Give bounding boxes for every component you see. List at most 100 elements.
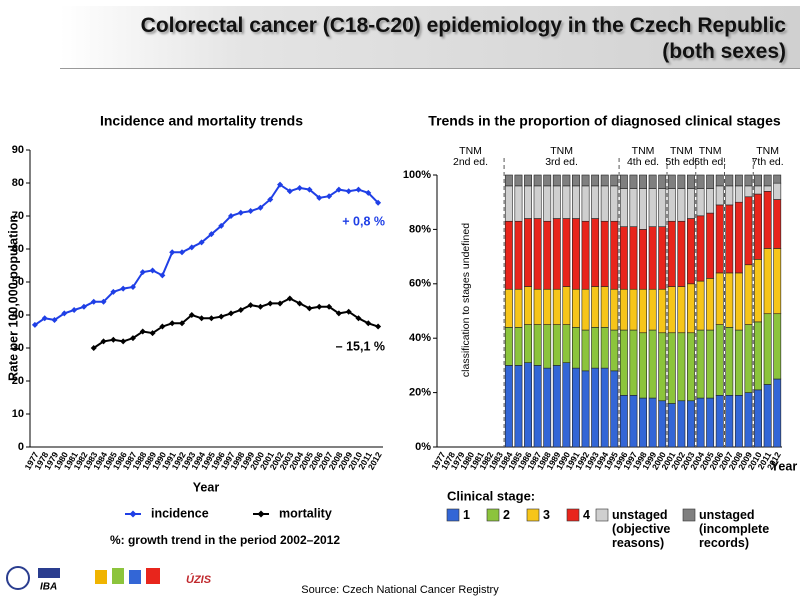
bar-segment	[543, 174, 552, 187]
edition-label: TNM 2nd ed.	[453, 145, 489, 168]
bar-segment	[744, 324, 753, 393]
bar-segment	[706, 212, 715, 279]
bar-segment	[572, 367, 580, 448]
y-tick-label: 60%	[409, 278, 431, 290]
bar-segment	[696, 329, 705, 399]
bar-segment	[734, 201, 743, 274]
x-axis-label: Year	[771, 459, 798, 473]
bar-segment	[667, 332, 676, 404]
point	[306, 305, 313, 312]
y-tick-label: 90	[12, 144, 24, 156]
bar-segment	[552, 174, 561, 187]
bar-segment	[744, 185, 753, 198]
point	[345, 308, 352, 315]
bar-segment	[715, 204, 724, 274]
y-tick-label: 0	[18, 441, 24, 453]
bar-segment	[581, 220, 590, 290]
point	[208, 315, 215, 322]
bar-segment	[773, 378, 782, 448]
bar-segment	[648, 188, 657, 227]
bar-segment	[552, 324, 561, 366]
point	[61, 310, 68, 317]
bar-segment	[687, 218, 695, 285]
bar-segment	[667, 188, 676, 222]
bar-segment	[524, 185, 532, 219]
bar-segment	[619, 188, 628, 227]
bar-segment	[619, 288, 628, 331]
bar-segment	[524, 324, 532, 363]
bar-segment	[696, 188, 705, 217]
bar-segment	[562, 185, 571, 219]
bar-segment	[514, 174, 523, 187]
point	[139, 328, 146, 335]
logo-block	[112, 568, 124, 584]
point	[218, 222, 225, 229]
bar-segment	[773, 248, 782, 315]
bar-segment	[581, 174, 590, 187]
y-tick-label: 80%	[409, 223, 431, 235]
legend-label: 4	[583, 508, 590, 522]
bar-segment	[639, 229, 647, 290]
bar-segment	[619, 329, 628, 396]
chart-title: Incidence and mortality trends	[100, 113, 303, 129]
bar-segment	[581, 329, 590, 372]
bar-segment	[658, 400, 667, 448]
bar-segment	[543, 220, 552, 290]
bar-segment	[773, 182, 782, 200]
bar-segment	[629, 226, 638, 290]
bar-segment	[533, 324, 542, 366]
point	[247, 208, 254, 215]
bar-segment	[600, 174, 609, 187]
point	[365, 320, 372, 327]
bar-segment	[562, 174, 571, 187]
point	[178, 320, 185, 327]
bar-segment	[725, 204, 734, 274]
point	[100, 338, 107, 345]
point	[120, 285, 127, 292]
bar-segment	[629, 188, 638, 227]
chart-title: Trends in the proportion of diagnosed cl…	[428, 113, 781, 129]
legend-swatch	[446, 508, 460, 522]
bar-segment	[763, 248, 772, 315]
bar-segment	[600, 367, 609, 448]
point	[218, 313, 225, 320]
bar-segment	[591, 185, 600, 219]
bar-segment	[562, 324, 571, 363]
bar-segment	[667, 286, 676, 334]
point	[296, 300, 303, 307]
bar-segment	[715, 174, 724, 187]
y-tick-label: 100%	[403, 169, 431, 181]
point	[237, 209, 244, 216]
point	[306, 186, 313, 193]
bar-segment	[706, 329, 715, 399]
bar-segment	[552, 185, 561, 219]
y-tick-label: 30	[12, 342, 24, 354]
edition-label: TNM 5th ed.	[665, 145, 698, 168]
bar-segment	[524, 286, 532, 325]
bar-segment	[591, 286, 600, 328]
point	[326, 193, 333, 200]
edition-label: TNM 7th ed.	[751, 145, 784, 168]
point	[129, 283, 136, 290]
legend-marker	[257, 510, 265, 518]
point	[110, 288, 117, 295]
bar-segment	[619, 174, 628, 189]
bar-segment	[504, 327, 513, 366]
y-axis-label: Rate per 100,000 population	[6, 215, 20, 381]
point	[316, 194, 323, 201]
point	[286, 295, 293, 302]
bar-segment	[754, 259, 762, 323]
bar-segment	[677, 400, 686, 448]
bar-segment	[552, 218, 561, 290]
bar-segment	[696, 397, 705, 448]
bar-segment	[581, 185, 590, 222]
bar-segment	[600, 185, 609, 222]
bar-segment	[591, 367, 600, 448]
point	[375, 323, 382, 330]
bar-segment	[667, 220, 676, 287]
bar-segment	[572, 288, 580, 328]
bar-segment	[763, 185, 772, 192]
point	[31, 321, 38, 328]
bar-segment	[504, 365, 513, 448]
bar-segment	[533, 288, 542, 325]
